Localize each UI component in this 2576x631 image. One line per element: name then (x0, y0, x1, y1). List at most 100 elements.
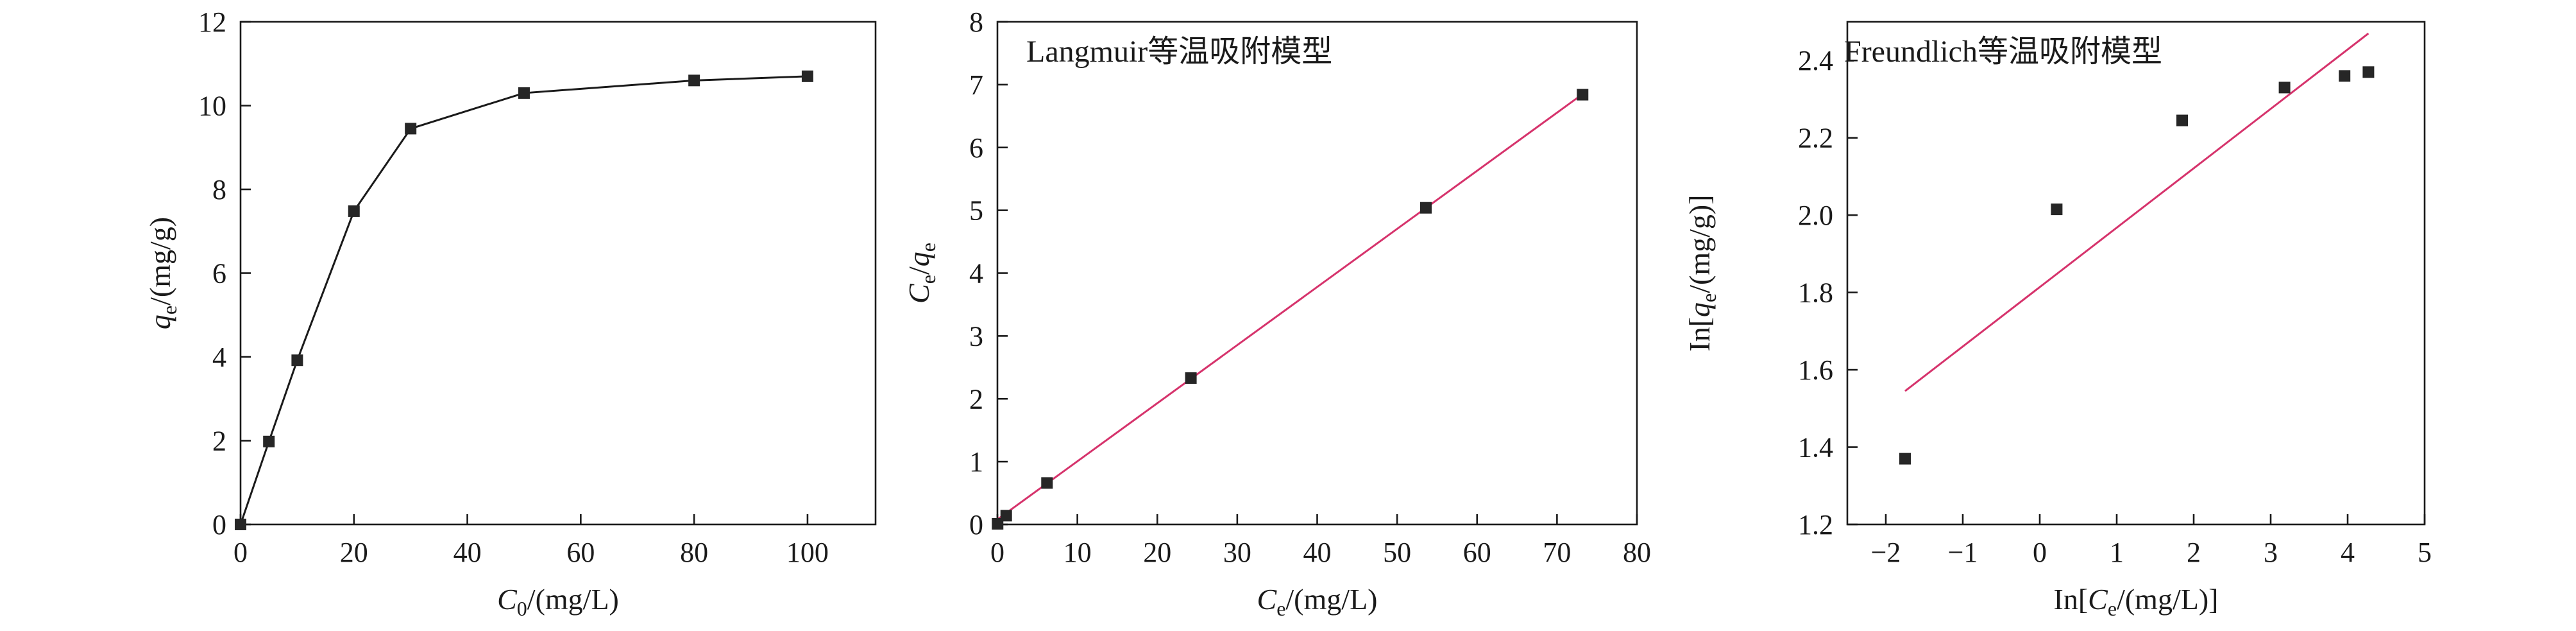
y-tick-label: 7 (969, 69, 983, 101)
x-tick-label: 0 (233, 537, 248, 568)
y-tick-label: 2.4 (1798, 45, 1833, 76)
y-tick-label: 1 (969, 446, 983, 478)
y-tick-label: 4 (969, 258, 983, 290)
series-line (239, 75, 808, 525)
x-tick-label: −1 (1948, 537, 1978, 568)
y-tick-label: 4 (212, 341, 226, 373)
x-axis-unit: /(mg/L) (527, 583, 619, 616)
fit-line (1904, 32, 2369, 392)
x-tick-label: 30 (1223, 537, 1251, 568)
x-tick-label: 5 (2418, 537, 2432, 568)
x-tick-label: 0 (2033, 537, 2047, 568)
x-axis-title: Ce/(mg/L) (1257, 583, 1378, 620)
y-tick-label: 5 (969, 195, 983, 227)
y-tick-label: 1.8 (1798, 277, 1833, 309)
y-tick-label: 0 (212, 509, 226, 540)
data-point (263, 435, 275, 447)
data-point (2362, 66, 2375, 78)
panel-title: Langmuir等温吸附模型 (1026, 35, 1332, 69)
y-axis-title: In[qe/(mg/g)] (1683, 194, 1720, 351)
y-tick-label: 8 (969, 6, 983, 38)
x-tick-label: 3 (2264, 537, 2278, 568)
langmuir-panel: 0 10 20 30 40 50 60 70 80012345678Ce/(mg/L)Ce/qe… (902, 6, 1651, 620)
data-point (235, 519, 246, 530)
y-axis-title: Ce/qe (902, 243, 940, 304)
y-axis-unit: /(mg/g) (144, 217, 176, 306)
data-point (291, 354, 303, 367)
y-axis-prefix: In[ (1683, 317, 1716, 352)
data-point (2176, 114, 2188, 126)
data-point (2339, 70, 2351, 82)
y-tick-label: 12 (198, 6, 226, 38)
y-axis-subscript-2: e (917, 243, 940, 252)
data-point (1577, 89, 1589, 101)
data-point (1185, 372, 1197, 384)
y-axis-symbol: q (144, 315, 176, 329)
y-axis-symbol: q (1683, 302, 1716, 317)
y-tick-label: 8 (212, 174, 226, 205)
y-axis-subscript: e (1697, 293, 1720, 302)
y-tick-label: 3 (969, 320, 983, 352)
x-tick-label: 2 (2187, 537, 2201, 568)
y-tick-label: 0 (969, 509, 983, 540)
data-point (1899, 453, 1911, 465)
plot-frame (239, 21, 877, 526)
x-axis-symbol: C (497, 583, 518, 616)
data-point (405, 123, 417, 135)
y-tick-label: 10 (198, 91, 226, 122)
x-tick-label: 100 (786, 537, 829, 568)
freundlich-panel: −2 −1 0 1 2 3 4 51.21.41.61.82.02.22.4In[Ce/(mg… (1683, 21, 2432, 620)
x-tick-label: 80 (680, 537, 708, 568)
x-axis-unit: /(mg/L)] (2117, 583, 2218, 616)
y-axis-subscript: e (917, 275, 940, 284)
x-axis-subscript: 0 (517, 597, 527, 620)
x-tick-label: 40 (453, 537, 482, 568)
data-point (1041, 477, 1053, 489)
x-axis-unit: /(mg/L) (1285, 583, 1377, 616)
data-point (518, 87, 530, 99)
x-tick-label: 50 (1383, 537, 1411, 568)
y-tick-label: 1.4 (1798, 432, 1833, 463)
x-axis-symbol: C (1257, 583, 1278, 616)
y-tick-label: 1.6 (1798, 354, 1833, 386)
x-tick-label: 4 (2341, 537, 2355, 568)
x-axis-subscript: e (2108, 597, 2117, 620)
fit-line (997, 93, 1584, 521)
data-point (1419, 202, 1432, 214)
y-axis-subscript: e (158, 306, 181, 315)
x-tick-label: 20 (340, 537, 368, 568)
x-tick-label: −2 (1871, 537, 1901, 568)
y-tick-label: 6 (212, 258, 226, 290)
x-tick-label: 60 (566, 537, 595, 568)
y-tick-label: 2.2 (1798, 123, 1833, 154)
data-point (688, 74, 700, 87)
x-tick-label: 80 (1623, 537, 1651, 568)
x-tick-label: 1 (2110, 537, 2124, 568)
y-tick-label: 6 (969, 132, 983, 164)
plot-frame (1846, 21, 2426, 526)
y-axis-title: qe/(mg/g) (144, 217, 181, 329)
x-axis-title: C0/(mg/L) (497, 583, 619, 620)
x-tick-label: 10 (1063, 537, 1092, 568)
x-axis-subscript: e (1276, 597, 1285, 620)
x-tick-label: 0 (990, 537, 1004, 568)
y-axis-unit: / (902, 266, 935, 275)
data-point (2051, 203, 2063, 216)
y-axis-symbol: C (902, 283, 935, 304)
y-tick-label: 2.0 (1798, 200, 1833, 231)
x-axis-prefix: In[ (2054, 583, 2089, 616)
x-tick-label: 70 (1543, 537, 1571, 568)
data-point (1000, 510, 1012, 522)
x-tick-label: 20 (1143, 537, 1171, 568)
x-axis-symbol: C (2088, 583, 2108, 616)
panel-title: Freundlich等温吸附模型 (1844, 35, 2162, 69)
y-tick-label: 1.2 (1798, 509, 1833, 540)
y-tick-label: 2 (969, 383, 983, 415)
data-point (801, 70, 813, 82)
y-axis-symbol-2: q (902, 252, 935, 266)
x-axis-title: In[Ce/(mg/L)] (2054, 583, 2219, 620)
data-point (2278, 82, 2291, 94)
data-point (348, 205, 360, 217)
